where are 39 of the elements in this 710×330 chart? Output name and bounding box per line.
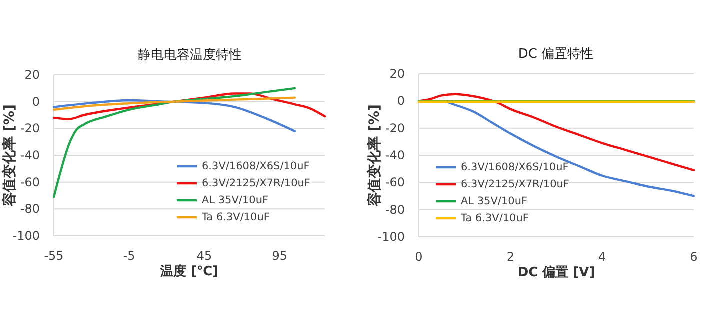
legend-label: AL 35V/10uF bbox=[461, 196, 528, 208]
chart-title: 静电电容温度特性 bbox=[138, 47, 242, 63]
legend-label: Ta 6.3V/10uF bbox=[201, 212, 270, 224]
line-series bbox=[52, 96, 296, 111]
y-tick-label: -80 bbox=[385, 202, 405, 217]
y-tick-label: -80 bbox=[20, 202, 40, 216]
y-tick-label: -20 bbox=[20, 122, 40, 136]
x-tick-label: 6 bbox=[690, 250, 698, 264]
legend-label: Ta 6.3V/10uF bbox=[460, 212, 529, 224]
x-tick-label: 2 bbox=[506, 250, 514, 264]
x-axis-title: 温度 [℃] bbox=[159, 264, 219, 280]
x-tick-label: 95 bbox=[272, 249, 288, 263]
chart-title: DC 偏置特性 bbox=[518, 47, 594, 62]
y-tick-label: -60 bbox=[20, 175, 40, 190]
y-tick-label: -40 bbox=[20, 148, 40, 162]
line-series bbox=[52, 99, 296, 132]
y-axis-title: 容值变化率 [%] bbox=[366, 104, 383, 208]
legend-label: 6.3V/1608/X6S/10uF bbox=[202, 160, 310, 172]
x-tick-label: -55 bbox=[44, 249, 64, 263]
y-tick-label: -100 bbox=[378, 230, 405, 244]
x-tick-label: -5 bbox=[123, 249, 136, 263]
y-tick-label: -20 bbox=[385, 121, 405, 136]
legend-label: 6.3V/2125/X7R/10uF bbox=[202, 178, 310, 190]
y-tick-label: -100 bbox=[12, 229, 40, 243]
legend-label: AL 35V/10uF bbox=[202, 194, 269, 206]
x-tick-label: 4 bbox=[598, 250, 606, 264]
x-tick-label: 0 bbox=[415, 250, 423, 264]
line-series bbox=[52, 92, 326, 120]
y-tick-label: 0 bbox=[397, 94, 405, 108]
x-axis-title: DC 偏置 [V] bbox=[518, 266, 596, 280]
y-tick-label: 20 bbox=[390, 67, 405, 81]
y-tick-label: -60 bbox=[385, 176, 405, 190]
y-axis-title: 容值变化率 [%] bbox=[1, 104, 18, 208]
x-tick-label: 45 bbox=[196, 249, 212, 263]
y-tick-label: -40 bbox=[385, 148, 405, 162]
y-tick-label: 20 bbox=[24, 68, 40, 82]
y-tick-label: 0 bbox=[32, 94, 40, 109]
legend-label: 6.3V/1608/X6S/10uF bbox=[461, 162, 569, 174]
legend-label: 6.3V/2125/X7R/10uF bbox=[461, 178, 570, 190]
